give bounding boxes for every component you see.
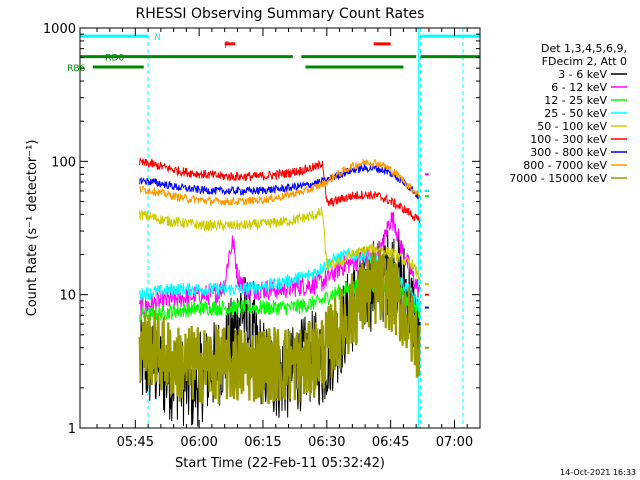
x-tick-label: 05:45 [117,435,154,450]
x-tick-label: 06:15 [244,435,281,450]
x-tick-label: 06:45 [372,435,409,450]
legend-header-1: Det 1,3,4,5,6,9, [541,42,627,55]
series-line-1 [139,211,420,318]
x-tick-label: 06:00 [180,435,217,450]
legend-label-7: 800 - 7000 keV [523,159,607,172]
series-line-4 [139,207,421,283]
state-label-f: F [224,41,229,51]
series-line-8 [138,249,421,405]
state-label-rb6: RB6 [67,64,85,74]
legend-label-0: 3 - 6 keV [558,68,607,81]
legend-label-4: 50 - 100 keV [537,120,607,133]
y-tick-label: 1000 [43,22,76,37]
y-tick-label: 10 [59,289,76,304]
legend-label-5: 100 - 300 keV [530,133,607,146]
legend-label-8: 7000 - 15000 keV [509,172,607,185]
y-axis-label: Count Rate (s⁻¹ detector⁻¹) [25,140,40,317]
y-tick-label: 100 [51,155,76,170]
series-line-5 [139,157,421,224]
x-axis-label: Start Time (22-Feb-11 05:32:42) [175,456,385,471]
timestamp: 14-Oct-2021 16:33 [560,468,636,477]
legend-label-3: 25 - 50 keV [544,107,607,120]
chart-title: RHESSI Observing Summary Count Rates [136,6,425,22]
state-label-n: N [154,33,161,43]
plot-frame [79,27,481,429]
state-label-rd0: RD0 [105,54,124,64]
legend-header-2: FDecim 2, Att 0 [542,55,627,68]
legend-label-6: 300 - 800 keV [530,146,607,159]
series-line-7 [139,159,421,207]
x-tick-label: 07:00 [436,435,473,450]
legend-label-2: 12 - 25 keV [544,94,607,107]
x-tick-label: 06:30 [308,435,345,450]
y-tick-label: 1 [68,422,76,437]
legend-label-1: 6 - 12 keV [551,81,607,94]
